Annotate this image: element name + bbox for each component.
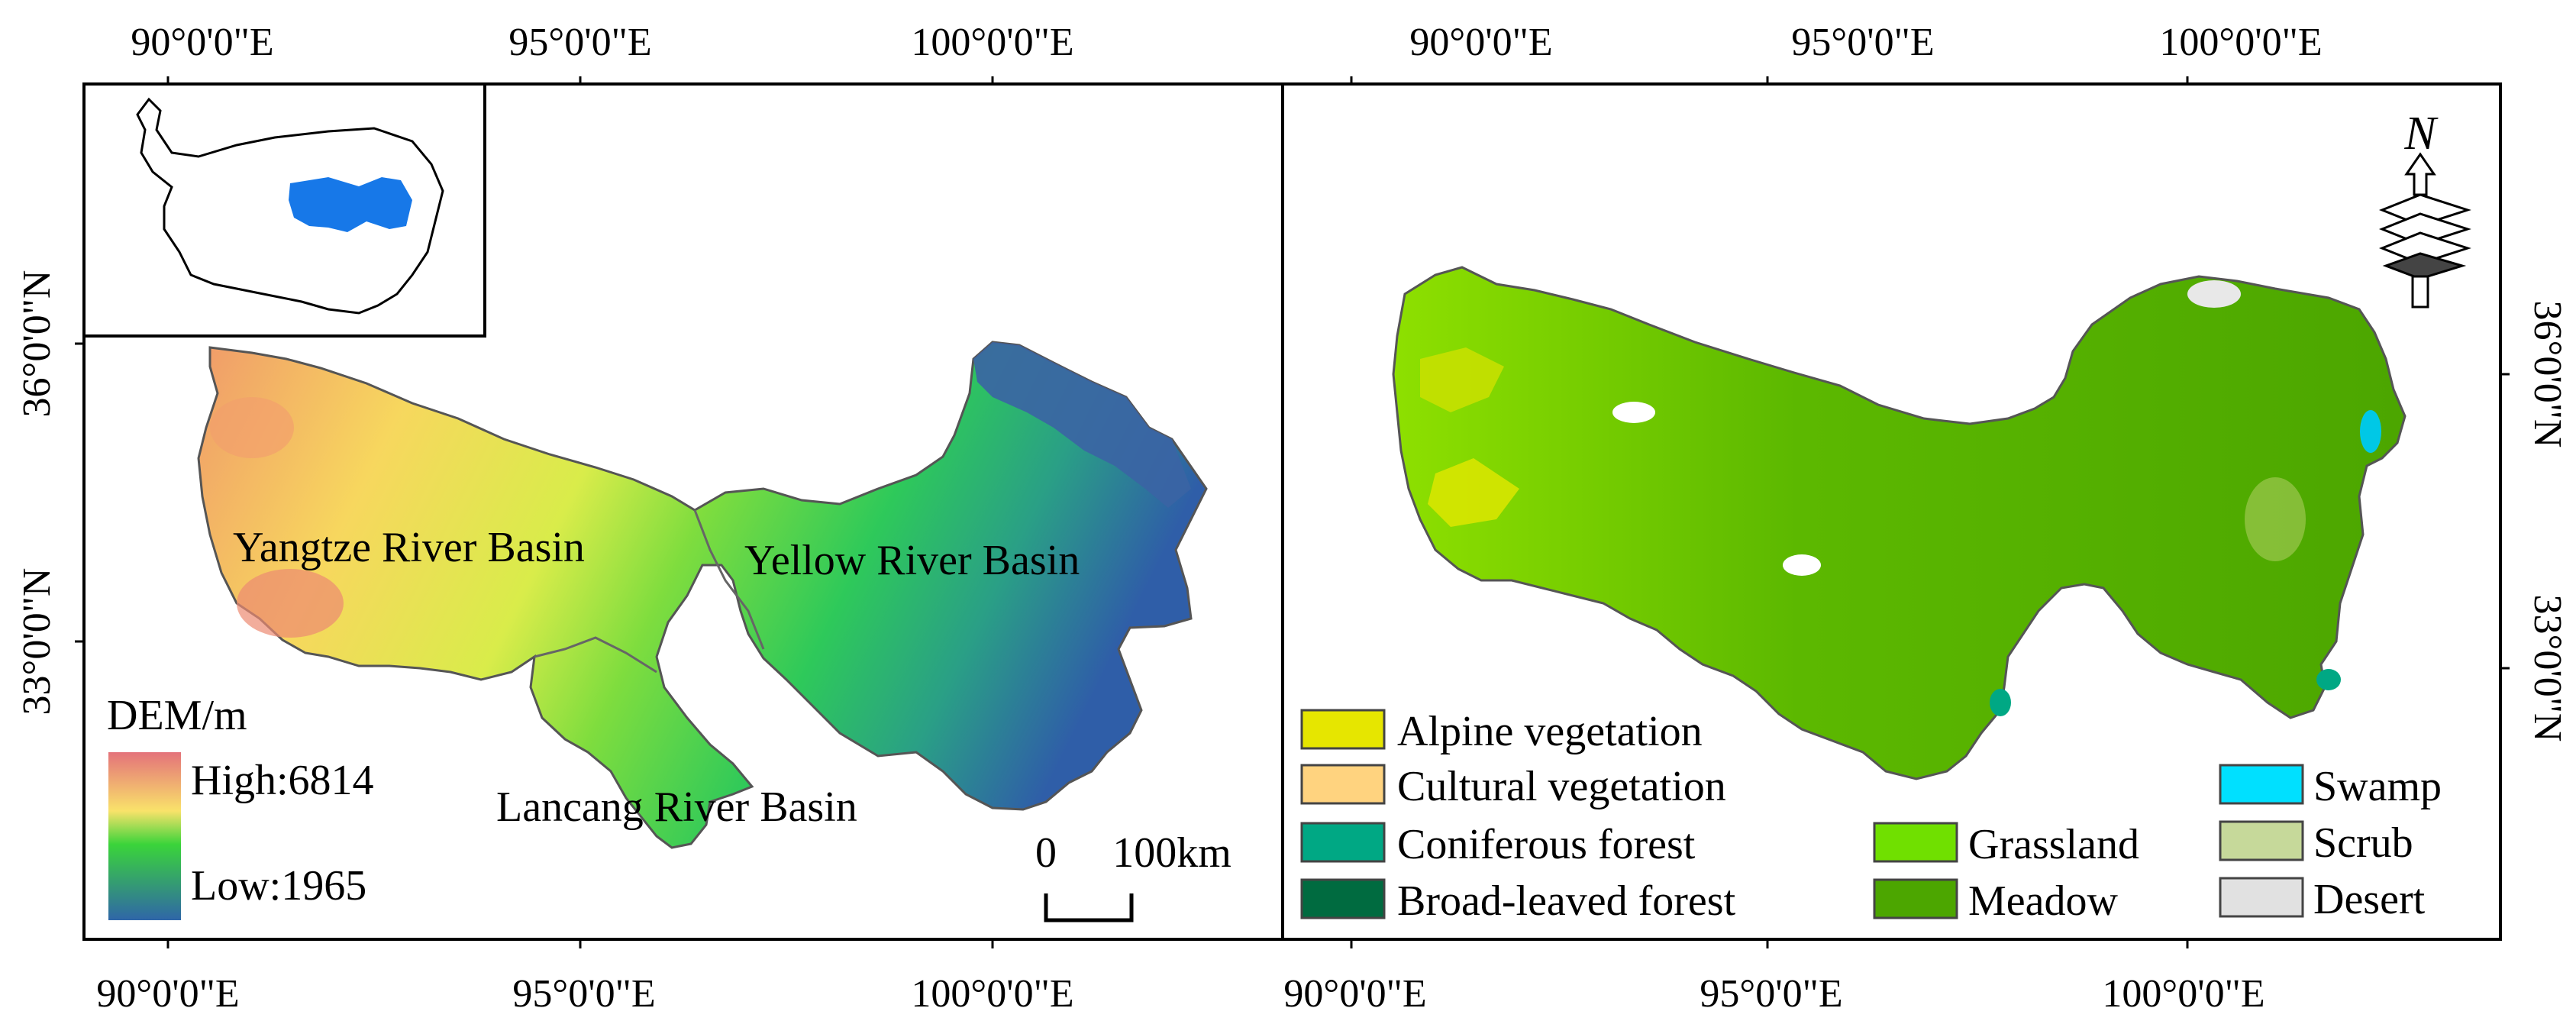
legend-label: Coniferous forest — [1397, 821, 1696, 868]
legend-item-coniferous-forest: Coniferous forest — [1300, 821, 1696, 868]
right-side-tick-2: 33°0'0"N — [2526, 595, 2569, 742]
north-arrow-stack-4 — [2382, 252, 2467, 280]
plateau-outline — [136, 97, 444, 315]
scrub-patch — [2245, 477, 2306, 561]
left-bottom-tick-2: 95°0'0"E — [512, 972, 655, 1016]
right-map-panel: 90°0'0"E 95°0'0"E 100°0'0"E 90°0'0"E 95°… — [1281, 21, 2569, 1016]
right-bottom-tick-2: 95°0'0"E — [1700, 972, 1842, 1016]
alpine-patch-2 — [1428, 458, 1519, 527]
left-bottom-tick-1: 90°0'0"E — [96, 972, 239, 1016]
desert-patch-2 — [1783, 554, 1821, 576]
vegetation-region — [1392, 266, 2407, 780]
dem-legend-low: Low:1965 — [191, 862, 366, 910]
left-side-tick-1: 36°0'0"N — [15, 270, 59, 418]
legend-item-cultural-vegetation: Cultural vegetation — [1300, 763, 1726, 810]
right-side-tick-1: 36°0'0"N — [2526, 301, 2569, 448]
left-top-ticks: 90°0'0"E 95°0'0"E 100°0'0"E — [131, 21, 1074, 84]
desert-patch — [2187, 280, 2241, 308]
legend-swatch — [2219, 764, 2304, 805]
inset-locator-map — [82, 82, 486, 338]
legend-label: Swamp — [2313, 763, 2442, 810]
north-arrow: N — [2378, 108, 2471, 309]
legend-label: Desert — [2313, 876, 2426, 923]
dem-legend-high: High:6814 — [191, 757, 374, 804]
scale-bar-start: 0 — [1035, 829, 1057, 877]
legend-swatch — [1873, 878, 1958, 919]
legend-swatch — [1873, 822, 1958, 863]
legend-label: Scrub — [2313, 819, 2413, 867]
right-top-tick-2: 95°0'0"E — [1791, 21, 1934, 64]
right-bottom-tick-3: 100°0'0"E — [2102, 972, 2264, 1016]
dem-legend: DEM/m High:6814 Low:1965 — [107, 692, 374, 920]
legend-swatch — [2219, 820, 2304, 861]
left-top-tick-1: 90°0'0"E — [131, 21, 273, 64]
vegetation-legend: Alpine vegetation Cultural vegetation Co… — [1300, 708, 2442, 925]
inset-study-region — [289, 177, 412, 232]
legend-swatch — [1300, 878, 1386, 919]
dem-high-zone — [237, 569, 344, 638]
legend-item-broad-leaved-forest: Broad-leaved forest — [1300, 877, 1736, 925]
dem-high-zone-2 — [210, 397, 294, 458]
scale-bar: 0 100km — [1035, 829, 1232, 922]
legend-swatch — [1300, 709, 1386, 750]
right-top-tick-3: 100°0'0"E — [2159, 21, 2322, 64]
swamp-patch — [2360, 410, 2381, 453]
legend-item-alpine-vegetation: Alpine vegetation — [1300, 708, 1703, 755]
left-top-tick-2: 95°0'0"E — [508, 21, 651, 64]
left-map-panel: 90°0'0"E 95°0'0"E 100°0'0"E 90°0'0"E 95°… — [15, 21, 1284, 1016]
basin-boundary-yangtze-yellow — [693, 509, 765, 650]
right-top-tick-1: 90°0'0"E — [1409, 21, 1552, 64]
legend-label: Alpine vegetation — [1397, 708, 1703, 755]
legend-item-meadow: Meadow — [1873, 877, 2119, 925]
yellow-basin-label: Yellow River Basin — [744, 537, 1080, 584]
legend-swatch — [2219, 877, 2304, 918]
legend-item-grassland: Grassland — [1873, 821, 2139, 868]
left-side-ticks: 36°0'0"N 33°0'0"N — [15, 270, 84, 716]
north-arrow-base — [2411, 275, 2429, 309]
north-arrow-icon — [2404, 152, 2436, 196]
basin-boundary-lancang — [534, 636, 657, 674]
legend-label: Meadow — [1968, 877, 2119, 925]
desert-patch-3 — [1612, 402, 1655, 423]
legend-swatch — [1300, 822, 1386, 863]
dem-region — [197, 341, 1208, 849]
legend-item-desert: Desert — [2219, 876, 2426, 923]
legend-item-swamp: Swamp — [2219, 763, 2442, 810]
vegetation-study-area — [1392, 266, 2407, 780]
dem-low-zone — [973, 342, 1191, 508]
yangtze-basin-label: Yangtze River Basin — [233, 524, 585, 571]
left-bottom-ticks: 90°0'0"E 95°0'0"E 100°0'0"E — [96, 939, 1074, 1016]
legend-label: Grassland — [1968, 821, 2139, 868]
right-bottom-ticks: 90°0'0"E 95°0'0"E 100°0'0"E — [1283, 939, 2265, 1016]
scale-bar-line — [1044, 893, 1134, 922]
coniferous-patch-2 — [2316, 669, 2341, 690]
dem-legend-title: DEM/m — [107, 692, 247, 739]
right-top-ticks: 90°0'0"E 95°0'0"E 100°0'0"E — [1350, 21, 2323, 84]
scale-bar-end: 100km — [1112, 829, 1232, 877]
left-bottom-tick-3: 100°0'0"E — [911, 972, 1073, 1016]
coniferous-patch — [1990, 689, 2011, 716]
dem-study-area — [197, 341, 1208, 849]
lancang-basin-label: Lancang River Basin — [496, 784, 857, 831]
left-top-tick-3: 100°0'0"E — [911, 21, 1073, 64]
right-side-ticks: 36°0'0"N 33°0'0"N — [2500, 301, 2569, 742]
dem-legend-ramp — [108, 752, 181, 920]
north-arrow-label: N — [2403, 108, 2439, 160]
legend-label: Cultural vegetation — [1397, 763, 1726, 810]
legend-label: Broad-leaved forest — [1397, 877, 1736, 925]
legend-swatch — [1300, 764, 1386, 805]
right-bottom-tick-1: 90°0'0"E — [1283, 972, 1426, 1016]
right-map-frame — [1281, 82, 2502, 941]
legend-item-scrub: Scrub — [2219, 819, 2413, 867]
alpine-patch — [1420, 347, 1504, 412]
left-side-tick-2: 33°0'0"N — [15, 568, 59, 716]
